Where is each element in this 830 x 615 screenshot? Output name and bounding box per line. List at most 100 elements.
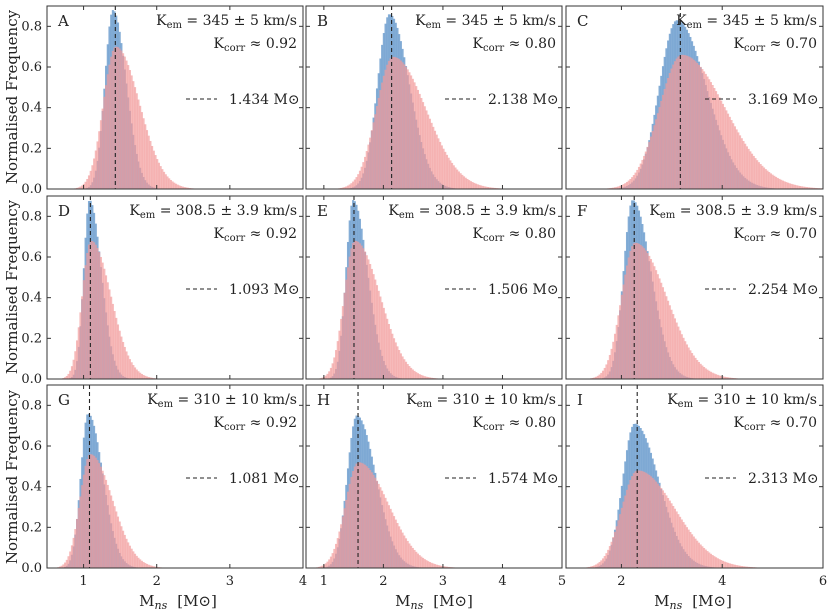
bar-red (732, 123, 735, 189)
bar-red (352, 242, 355, 379)
bar-red (685, 344, 688, 379)
series-red (589, 242, 738, 379)
bar-red (716, 558, 719, 568)
bar-red (701, 69, 704, 189)
bar-red (84, 181, 87, 189)
bar-red (168, 178, 171, 189)
bar-red (346, 491, 350, 568)
bar-red (728, 116, 731, 189)
bar-red (641, 471, 644, 568)
bar-red (353, 466, 356, 568)
bar-red (679, 330, 682, 379)
bar-red (679, 55, 682, 189)
panel-letter: D (58, 202, 70, 220)
bar-red (456, 169, 459, 189)
bar-red (103, 96, 106, 189)
panel-C: C Kem = 345 ± 5 km/s Kcorr ≈ 0.70 3.169 M⊙ (565, 5, 824, 190)
bar-red (425, 110, 428, 189)
bar-red (452, 165, 455, 189)
bar-red (408, 72, 411, 189)
panel-F: F Kem = 308.5 ± 3.9 km/s Kcorr ≈ 0.70 2.254… (565, 195, 824, 380)
bar-red (427, 377, 430, 379)
bar-red (365, 151, 368, 189)
bar-red (65, 375, 68, 379)
bar-red (749, 566, 752, 568)
bar-red (142, 374, 145, 379)
series-red (338, 56, 501, 190)
bar-red (432, 563, 435, 568)
panel-letter: C (577, 12, 588, 30)
bar-red (756, 160, 759, 189)
bar-red (370, 472, 373, 568)
bar-red (600, 372, 603, 379)
series-red (607, 54, 824, 190)
bar-red (656, 483, 659, 568)
bar-red (617, 315, 620, 379)
bar-red (350, 476, 353, 568)
bar-red (667, 497, 670, 568)
bar-red (139, 559, 142, 568)
bar-red (364, 251, 367, 379)
bar-red (111, 500, 114, 568)
bar-red (401, 356, 404, 379)
bar-red (173, 182, 176, 189)
bar-red (651, 477, 654, 568)
bar-red (394, 57, 397, 189)
svg-text:Mns[M⊙]: Mns [M⊙] (139, 592, 217, 612)
bar-red (386, 64, 389, 189)
bar-red (413, 370, 416, 379)
bar-red (769, 173, 772, 189)
bar-red (665, 495, 668, 568)
xlabel-col3: Mns [M⊙] (654, 592, 732, 612)
bar-red (490, 187, 493, 189)
bar-red (377, 97, 380, 189)
bar-red (696, 360, 699, 379)
bar-red (401, 62, 404, 189)
bar-red (612, 341, 615, 379)
bar-red (82, 474, 85, 568)
bar-red (341, 306, 344, 379)
bar-red (781, 180, 784, 189)
bar-red (345, 499, 348, 568)
bar-red (689, 531, 692, 568)
bar-red (718, 559, 721, 568)
bar-red (648, 255, 651, 379)
bar-red (399, 529, 402, 568)
ylabel-row1: Normalised Frequency (3, 9, 21, 184)
bar-red (655, 481, 658, 568)
bar-red (370, 130, 373, 189)
bar-red (76, 340, 79, 379)
bar-red (379, 296, 382, 379)
bar-red (372, 474, 375, 568)
bar-red (142, 118, 145, 189)
bar-red (447, 566, 450, 568)
bar-red (120, 526, 123, 568)
bar-red (353, 179, 356, 189)
bar-red (335, 350, 338, 379)
bar-red (130, 548, 133, 568)
bar-red (423, 559, 426, 568)
bar-red (742, 141, 745, 189)
bar-red (610, 541, 613, 568)
kcorr-annotation: Kcorr ≈ 0.80 (473, 226, 556, 244)
bar-red (180, 186, 183, 189)
bar-red (86, 252, 89, 379)
bar-red (608, 354, 611, 379)
bar-red (591, 566, 594, 568)
bar-red (639, 163, 642, 189)
bar-red (435, 564, 438, 568)
bar-red (140, 560, 143, 568)
bar-red (605, 364, 608, 379)
bar-red (58, 566, 62, 568)
bar-red (321, 565, 324, 568)
bar-red (348, 483, 351, 568)
bar-red (730, 377, 733, 379)
bar-red (387, 60, 390, 189)
bar-red (663, 492, 666, 568)
panel-B: B Kem = 345 ± 5 km/s Kcorr ≈ 0.80 2.138 M⊙ (305, 5, 563, 190)
bar-red (658, 107, 661, 189)
bar-red (692, 536, 695, 568)
bar-red (459, 173, 462, 189)
bar-red (389, 58, 392, 189)
bar-red (685, 55, 688, 189)
